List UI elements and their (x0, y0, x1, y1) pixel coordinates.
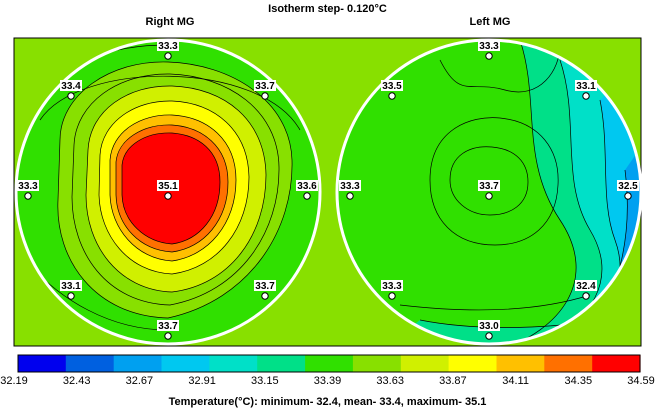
colorbar-segment (65, 355, 115, 372)
sensor-point: 33.6 (296, 180, 318, 200)
sensor-point: 33.3 (381, 280, 403, 300)
sensor-value-label: 33.7 (255, 81, 275, 92)
sensor-dot (164, 52, 172, 60)
colorbar-segment (448, 355, 497, 372)
sensor-value-label: 33.3 (18, 181, 38, 192)
sensor-value-label: 33.3 (382, 281, 402, 292)
sensor-dot (346, 192, 354, 200)
colorbar-tick-label: 32.91 (188, 375, 216, 387)
sensor-point: 33.7 (478, 180, 500, 200)
colorbar-tick-label: 33.87 (439, 375, 467, 387)
colorbar (17, 354, 641, 373)
sensor-value-label: 33.1 (61, 281, 81, 292)
sensor-value-label: 33.7 (255, 281, 275, 292)
colorbar-tick-label: 34.11 (502, 375, 529, 387)
sensor-dot (388, 292, 396, 300)
sensor-value-label: 33.4 (61, 81, 81, 92)
sensor-dot (261, 292, 269, 300)
right-mg-title: Right MG (145, 16, 195, 28)
sensor-dot (24, 192, 32, 200)
sensor-dot (582, 292, 590, 300)
sensor-value-label: 33.0 (479, 321, 499, 332)
sensor-value-label: 33.7 (479, 181, 499, 192)
sensor-dot (67, 292, 75, 300)
sensor-point: 33.7 (254, 80, 276, 100)
sensor-value-label: 33.7 (158, 321, 178, 332)
sensor-dot (582, 92, 590, 100)
sensor-value-label: 35.1 (158, 181, 178, 192)
sensor-point: 33.3 (478, 40, 500, 60)
sensor-point: 33.1 (60, 280, 82, 300)
colorbar-segment (257, 355, 306, 372)
sensor-point: 33.5 (381, 80, 403, 100)
sensor-dot (485, 192, 493, 200)
sensor-point: 33.7 (254, 280, 276, 300)
sensor-value-label: 32.4 (576, 281, 596, 292)
sensor-value-label: 33.3 (479, 41, 499, 52)
colorbar-tick-label: 33.63 (376, 375, 404, 387)
colorbar-segment (544, 355, 593, 372)
sensor-dot (624, 192, 632, 200)
sensor-point: 32.5 (617, 180, 639, 200)
sensor-value-label: 33.3 (340, 181, 360, 192)
sensor-point: 33.3 (157, 40, 179, 60)
colorbar-frame (17, 354, 641, 373)
colorbar-segment (161, 355, 210, 372)
left-mg-title: Left MG (469, 16, 511, 28)
colorbar-segment (592, 355, 641, 372)
colorbar-segment (352, 355, 402, 372)
footer-stats: Temperature(°C): minimum- 32.4, mean- 33… (168, 396, 487, 408)
colorbar-tick-label: 33.15 (251, 375, 279, 387)
sensor-value-label: 33.5 (382, 81, 402, 92)
colorbar-segment (113, 355, 163, 372)
sensor-dot (164, 192, 172, 200)
colorbar-tick-label: 34.35 (564, 375, 593, 387)
colorbar-tick-label: 32.19 (0, 375, 28, 387)
colorbar-segment (209, 355, 258, 372)
sensor-dot (485, 52, 493, 60)
sensor-point: 33.7 (157, 320, 179, 340)
sensor-value-label: 33.6 (297, 181, 317, 192)
sensor-value-label: 33.3 (158, 41, 178, 52)
sensor-value-label: 33.1 (576, 81, 596, 92)
sensor-dot (67, 92, 75, 100)
colorbar-tick-label: 33.39 (313, 375, 342, 387)
sensor-point: 33.3 (339, 180, 361, 200)
sensor-point: 33.1 (575, 80, 597, 100)
chart-title: Isotherm step- 0.120°C (268, 3, 387, 15)
sensor-dot (261, 92, 269, 100)
colorbar-tick-label: 34.59 (627, 375, 655, 387)
sensor-dot (485, 332, 493, 340)
sensor-point: 32.4 (575, 280, 597, 300)
sensor-point: 33.0 (478, 320, 500, 340)
sensor-value-label: 32.5 (618, 181, 638, 192)
colorbar-segment (400, 355, 450, 372)
sensor-point: 33.3 (17, 180, 39, 200)
colorbar-segment (496, 355, 545, 372)
sensor-point: 33.4 (60, 80, 82, 100)
colorbar-tick-label: 32.67 (125, 375, 154, 387)
sensor-dot (164, 332, 172, 340)
colorbar-segment (18, 355, 67, 372)
colorbar-tick-label: 32.43 (62, 375, 91, 387)
sensor-dot (303, 192, 311, 200)
sensor-point: 35.1 (157, 180, 179, 200)
sensor-dot (388, 92, 396, 100)
colorbar-segment (305, 355, 354, 372)
